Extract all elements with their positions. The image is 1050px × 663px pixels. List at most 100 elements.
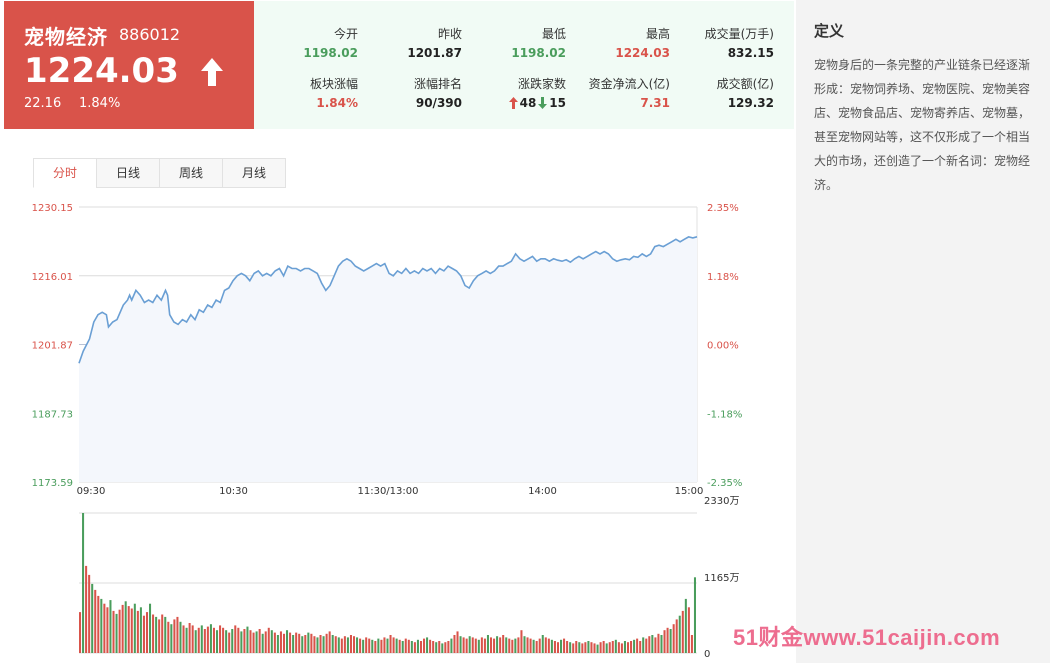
- volume-bar: [188, 623, 191, 653]
- volume-bar: [584, 642, 587, 653]
- volume-bar: [499, 637, 502, 653]
- volume-bar: [401, 641, 404, 653]
- volume-bar: [371, 639, 374, 653]
- volume-bar: [569, 642, 572, 653]
- volume-bar: [617, 642, 620, 653]
- definition-panel: 定义 宠物身后的一条完整的产业链条已经逐渐形成：宠物饲养场、宠物医院、宠物美容店…: [796, 0, 1050, 663]
- definition-title: 定义: [814, 22, 845, 40]
- y-tick-left: 1230.15: [32, 203, 73, 214]
- volume-bar: [468, 636, 471, 653]
- volume-bar: [687, 607, 690, 653]
- volume-bar: [273, 632, 276, 653]
- volume-bar: [85, 565, 88, 653]
- y-tick-right: -1.18%: [707, 409, 742, 420]
- tab-daily[interactable]: 日线: [96, 158, 160, 188]
- volume-bar: [395, 638, 398, 653]
- volume-bar: [572, 643, 575, 653]
- volume-bar: [441, 643, 444, 653]
- stat-label-prev-close: 昨收: [437, 27, 462, 41]
- volume-bar: [654, 637, 657, 653]
- volume-bar: [331, 635, 334, 653]
- volume-bar: [295, 632, 298, 653]
- price-area: [79, 236, 697, 482]
- tab-intraday[interactable]: 分时: [33, 158, 97, 188]
- volume-bar: [669, 629, 672, 653]
- volume-bar: [657, 633, 660, 653]
- stat-label-net-inflow: 资金净流入(亿): [588, 77, 670, 91]
- volume-bar: [453, 635, 456, 653]
- volume-bar: [630, 641, 633, 653]
- volume-bar: [365, 637, 368, 653]
- stat-label-low: 最低: [541, 27, 566, 41]
- volume-bar: [535, 641, 538, 653]
- volume-bar: [483, 638, 486, 653]
- decliners-count: 15: [549, 96, 566, 110]
- volume-bar: [225, 630, 228, 653]
- volume-bar: [243, 629, 246, 653]
- volume-bar: [310, 633, 313, 653]
- volume-bar: [349, 635, 352, 653]
- volume-bar: [267, 627, 270, 653]
- volume-bar: [298, 633, 301, 653]
- x-tick: 14:00: [528, 486, 557, 497]
- volume-bar: [681, 610, 684, 653]
- volume-bar: [219, 625, 222, 653]
- volume-bar: [633, 639, 636, 653]
- volume-bar: [693, 577, 696, 653]
- volume-bar: [197, 627, 200, 653]
- quote-box: 宠物经济 886012 1224.03 22.16 1.84%: [4, 1, 254, 129]
- volume-bar: [343, 636, 346, 653]
- tab-weekly[interactable]: 周线: [159, 158, 223, 188]
- volume-bar: [623, 641, 626, 653]
- volume-bar: [538, 638, 541, 653]
- volume-bar: [477, 639, 480, 653]
- volume-bar: [611, 641, 614, 653]
- volume-bar: [240, 631, 243, 653]
- volume-bar: [678, 615, 681, 653]
- volume-bar: [167, 621, 170, 653]
- tab-monthly[interactable]: 月线: [222, 158, 286, 188]
- stat-label-volume: 成交量(万手): [704, 27, 774, 41]
- volume-bar: [182, 625, 185, 653]
- volume-bar: [328, 631, 331, 653]
- volume-bar: [304, 635, 307, 653]
- stat-value-high: 1224.03: [615, 46, 670, 60]
- volume-tick: 1165万: [704, 573, 739, 584]
- volume-bar: [435, 642, 438, 653]
- volume-bar: [94, 589, 97, 653]
- x-tick: 15:00: [675, 486, 704, 497]
- stat-label-turnover: 成交额(亿): [716, 77, 774, 91]
- volume-bar: [383, 637, 386, 653]
- current-price: 1224.03: [24, 51, 179, 91]
- volume-bar: [493, 638, 496, 653]
- volume-bar: [663, 630, 666, 653]
- volume-bar: [176, 616, 179, 653]
- volume-bar: [282, 633, 286, 653]
- volume-bar: [447, 641, 450, 653]
- volume-bar: [191, 625, 194, 653]
- volume-bar: [392, 637, 395, 653]
- volume-bar: [648, 636, 651, 653]
- volume-bar: [97, 595, 100, 653]
- volume-bar: [471, 637, 474, 653]
- volume-bar: [590, 642, 593, 653]
- volume-tick: 0: [704, 649, 710, 660]
- volume-bar: [325, 633, 328, 653]
- volume-bar: [423, 638, 426, 653]
- volume-bar: [450, 638, 453, 653]
- volume-bar: [465, 638, 468, 653]
- volume-bar: [505, 637, 508, 653]
- y-tick-left: 1216.01: [32, 272, 73, 283]
- volume-bar: [480, 637, 483, 653]
- volume-bar: [152, 614, 155, 653]
- volume-bar: [560, 639, 563, 653]
- definition-text: 宠物身后的一条完整的产业链条已经逐渐形成：宠物饲养场、宠物医院、宠物美容店、宠物…: [814, 58, 1031, 192]
- volume-bar: [136, 610, 139, 653]
- volume-bar: [596, 644, 599, 653]
- volume-bar: [651, 635, 654, 653]
- volume-bar: [316, 637, 319, 653]
- volume-bar: [252, 632, 255, 653]
- volume-bar: [206, 626, 209, 653]
- volume-bar: [608, 642, 611, 653]
- price-change: 22.16: [24, 96, 62, 111]
